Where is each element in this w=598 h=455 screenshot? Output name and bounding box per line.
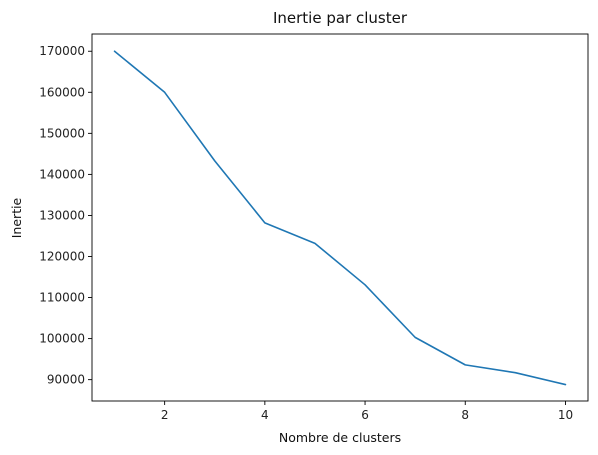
x-tick-label: 2 <box>161 408 169 422</box>
y-tick-label: 100000 <box>39 332 85 346</box>
y-tick-label: 90000 <box>47 373 85 387</box>
plot-frame <box>91 33 589 402</box>
x-tick-label: 6 <box>361 408 369 422</box>
y-tick-label: 170000 <box>39 44 85 58</box>
x-tick-label: 10 <box>558 408 573 422</box>
y-tick-label: 150000 <box>39 126 85 140</box>
plot-area: 2 4 6 8 10 90000 100000 110000 120000 130000 14000… <box>39 33 589 422</box>
chart-title: Inertie par cluster <box>273 9 408 27</box>
y-tick-label: 110000 <box>39 291 85 305</box>
inertia-series-line <box>113 50 567 386</box>
y-axis-label: Inertie <box>9 197 24 238</box>
x-tick-label: 8 <box>461 408 469 422</box>
x-axis-label: Nombre de clusters <box>279 430 401 445</box>
y-tick-label: 130000 <box>39 208 85 222</box>
y-tick-label: 140000 <box>39 167 85 181</box>
x-tick-label: 4 <box>261 408 269 422</box>
y-tick-label: 160000 <box>39 85 85 99</box>
y-tick-label: 120000 <box>39 249 85 263</box>
